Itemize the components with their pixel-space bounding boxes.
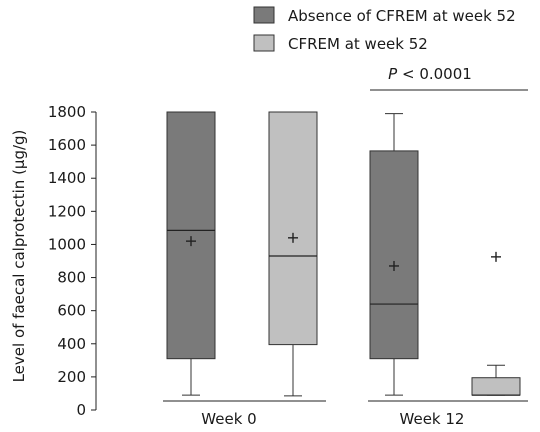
box <box>166 111 216 360</box>
x-tick-label: Week 0 <box>201 410 256 428</box>
y-tick-label: 1400 <box>48 169 86 187</box>
y-tick-label: 800 <box>57 269 86 287</box>
box-plot <box>471 251 521 396</box>
y-tick-label: 1000 <box>48 235 86 253</box>
legend-label: Absence of CFREM at week 52 <box>288 7 516 25</box>
box-plot <box>268 111 318 397</box>
y-tick-label: 400 <box>57 335 86 353</box>
x-axis: Week 0 Week 12 <box>163 400 528 428</box>
y-tick-label: 1600 <box>48 136 86 154</box>
y-tick-label: 600 <box>57 302 86 320</box>
box-plot <box>166 111 216 396</box>
legend: Absence of CFREM at week 52 CFREM at week… <box>253 6 516 53</box>
box <box>268 111 318 346</box>
y-tick-label: 200 <box>57 368 86 386</box>
box-plot <box>369 113 419 396</box>
p-value-label: P < 0.0001 <box>388 65 472 83</box>
significance-annotation: P < 0.0001 <box>370 65 528 91</box>
y-tick-label: 1800 <box>48 103 86 121</box>
y-tick-label: 0 <box>76 401 86 419</box>
box <box>369 150 419 360</box>
box-plots <box>166 111 521 397</box>
y-tick-label: 1200 <box>48 202 86 220</box>
y-axis: 0 200 400 600 800 1000 1200 1400 1600 1800 <box>48 103 97 419</box>
legend-swatch <box>253 6 275 24</box>
box <box>471 377 521 396</box>
x-tick-label: Week 12 <box>400 410 465 428</box>
legend-label: CFREM at week 52 <box>288 35 428 53</box>
y-axis-label: Level of faecal calprotectin (μg/g) <box>10 130 28 383</box>
legend-swatch <box>253 34 275 52</box>
